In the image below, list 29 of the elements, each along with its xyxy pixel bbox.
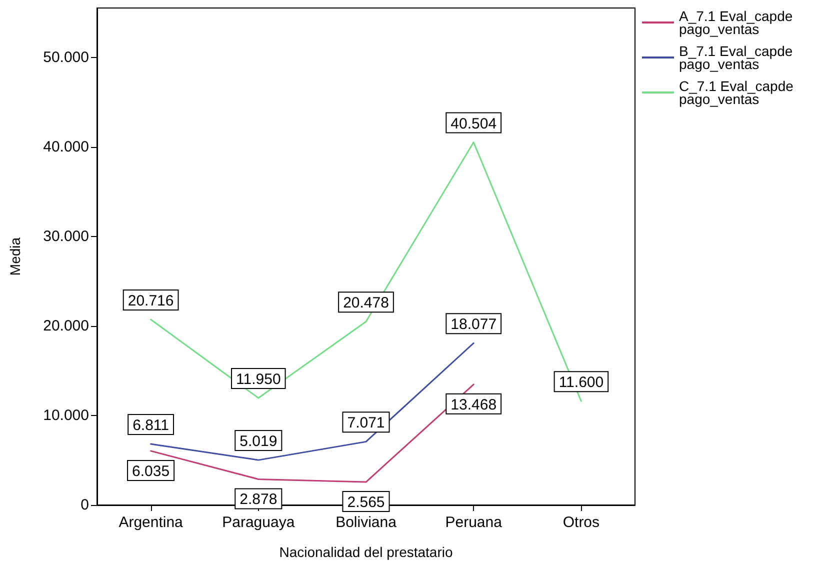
- data-label: 13.468: [450, 396, 497, 414]
- legend-label: A_7.1 Eval_capdepago_ventas: [679, 8, 793, 37]
- data-label: 20.478: [343, 294, 389, 312]
- y-tick-label: 30.000: [43, 228, 89, 245]
- data-label: 20.716: [128, 292, 174, 310]
- data-label: 11.950: [236, 370, 281, 388]
- x-tick-label: Argentina: [118, 514, 184, 531]
- x-tick-label: Otros: [562, 514, 600, 531]
- y-tick-label: 40.000: [43, 138, 89, 156]
- legend-label: B_7.1 Eval_capdepago_ventas: [679, 43, 793, 72]
- data-label: 2.565: [347, 494, 385, 512]
- x-tick-label: Paraguaya: [222, 514, 296, 531]
- data-label: 6.811: [132, 417, 170, 434]
- y-tick-label: 10.000: [43, 406, 89, 424]
- data-label: 40.504: [450, 115, 497, 132]
- x-tick-label: Peruana: [445, 514, 503, 531]
- data-label: 2.878: [240, 491, 278, 508]
- y-tick-label: 20.000: [43, 317, 89, 334]
- data-label: 18.077: [450, 316, 497, 334]
- y-tick-label: 50.000: [43, 48, 89, 66]
- data-label: 6.035: [132, 462, 170, 480]
- data-label: 11.600: [558, 374, 604, 392]
- data-label: 5.019: [240, 433, 278, 450]
- x-axis-title: Nacionalidad del prestatario: [279, 544, 453, 560]
- y-tick-label: 0: [80, 496, 89, 514]
- data-label: 7.071: [347, 414, 385, 432]
- x-tick-label: Boliviana: [336, 514, 398, 531]
- y-axis-title: Media: [7, 237, 23, 276]
- legend-label: C_7.1 Eval_capdepago_ventas: [679, 78, 794, 107]
